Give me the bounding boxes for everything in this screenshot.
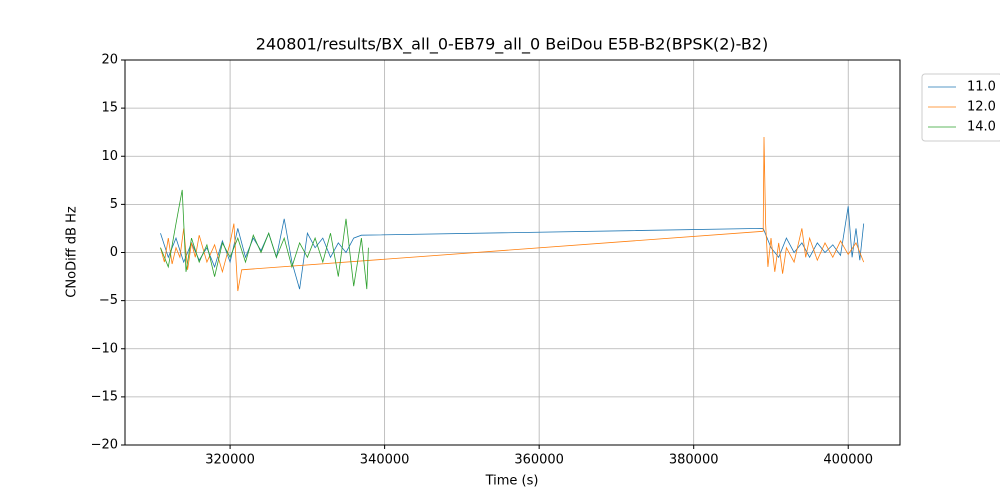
legend-label: 11.0: [967, 80, 996, 95]
y-tick-label: 5: [110, 197, 118, 212]
x-axis-label: Time (s): [485, 474, 539, 489]
series-line: [160, 206, 865, 290]
y-tick-label: −20: [91, 438, 118, 453]
series-line: [160, 136, 865, 292]
x-tick-label: 360000: [514, 453, 564, 468]
y-tick-label: 0: [110, 245, 118, 260]
legend-label: 14.0: [967, 120, 996, 135]
y-axis-label: CNoDiff dB Hz: [65, 206, 80, 298]
x-tick-label: 320000: [205, 453, 255, 468]
y-tick-label: −10: [91, 341, 118, 356]
y-tick-label: 20: [101, 53, 118, 68]
y-tick-label: 10: [101, 149, 118, 164]
x-tick-label: 340000: [360, 453, 410, 468]
series-line: [160, 189, 369, 290]
y-tick-label: 15: [101, 101, 118, 116]
y-tick-label: −5: [99, 293, 118, 308]
x-tick-label: 380000: [669, 453, 719, 468]
legend-label: 12.0: [967, 100, 996, 115]
axes-frame: [124, 59, 901, 446]
chart-title: 240801/results/BX_all_0-EB79_all_0 BeiDo…: [256, 35, 768, 55]
legend-box: [921, 73, 1000, 142]
y-tick-label: −15: [91, 389, 118, 404]
x-tick-label: 400000: [823, 453, 873, 468]
